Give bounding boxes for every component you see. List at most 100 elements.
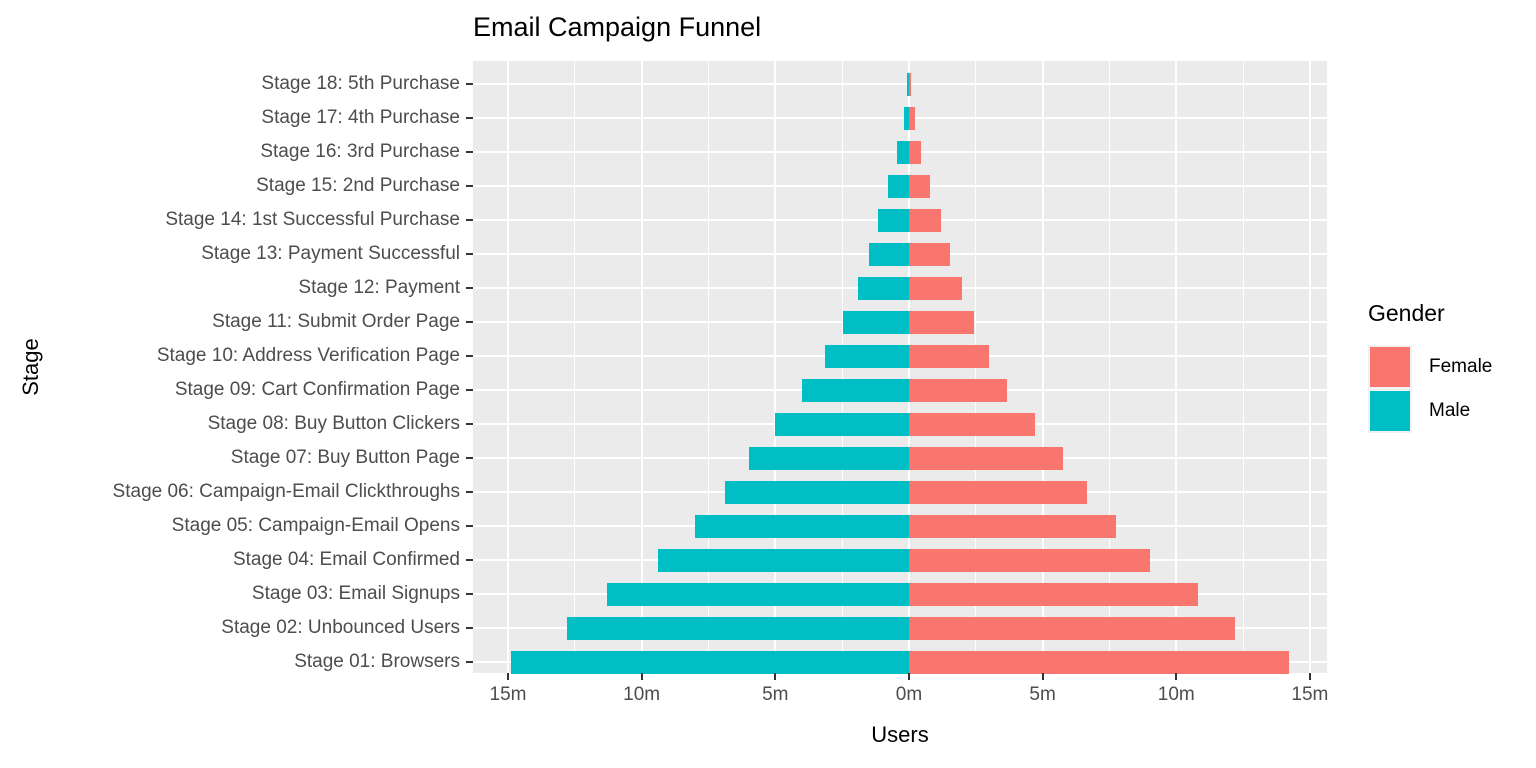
x-tick-label: 10m bbox=[623, 684, 661, 705]
y-tick-mark bbox=[466, 491, 473, 493]
x-tick-label: 5m bbox=[1029, 684, 1056, 705]
female-bar bbox=[908, 480, 1087, 504]
y-tick-label: Stage 12: Payment bbox=[298, 277, 460, 298]
y-tick-mark bbox=[466, 457, 473, 459]
x-tick-mark bbox=[774, 673, 777, 680]
male-bar bbox=[724, 480, 909, 504]
x-tick-mark bbox=[1308, 673, 1311, 680]
male-bar bbox=[775, 412, 909, 436]
y-tick-mark bbox=[466, 389, 473, 391]
legend-title: Gender bbox=[1368, 300, 1445, 326]
female-bar bbox=[908, 650, 1289, 674]
female-bar bbox=[908, 616, 1236, 640]
female-bar bbox=[908, 344, 990, 368]
x-tick-label: 15m bbox=[1291, 684, 1329, 705]
y-tick-mark bbox=[466, 83, 473, 85]
major-gridline bbox=[1175, 61, 1178, 673]
male-bar bbox=[824, 344, 909, 368]
y-tick-label: Stage 03: Email Signups bbox=[251, 583, 460, 604]
x-tick-label: 15m bbox=[489, 684, 527, 705]
female-bar bbox=[908, 582, 1198, 606]
major-gridline bbox=[1308, 61, 1311, 673]
y-tick-label: Stage 18: 5th Purchase bbox=[261, 73, 460, 94]
y-tick-label: Stage 16: 3rd Purchase bbox=[260, 141, 460, 162]
male-bar bbox=[858, 276, 909, 300]
y-tick-mark bbox=[466, 355, 473, 357]
female-bar bbox=[908, 242, 951, 266]
y-tick-label: Stage 02: Unbounced Users bbox=[221, 617, 460, 638]
major-gridline bbox=[774, 61, 777, 673]
y-tick-label: Stage 05: Campaign-Email Opens bbox=[171, 515, 460, 536]
male-swatch bbox=[1368, 389, 1412, 433]
row-gridline bbox=[473, 117, 1327, 119]
male-bar bbox=[802, 378, 909, 402]
legend-key-label: Female bbox=[1429, 356, 1493, 377]
x-tick-mark bbox=[640, 673, 643, 680]
female-bar bbox=[908, 72, 912, 96]
y-tick-mark bbox=[466, 253, 473, 255]
y-tick-label: Stage 08: Buy Button Clickers bbox=[207, 413, 460, 434]
female-bar bbox=[908, 446, 1063, 470]
minor-gridline bbox=[1242, 61, 1244, 673]
major-gridline bbox=[640, 61, 643, 673]
x-tick-mark bbox=[1041, 673, 1044, 680]
female-bar bbox=[908, 514, 1117, 538]
y-tick-mark bbox=[466, 287, 473, 289]
x-axis-title: Users bbox=[871, 722, 929, 747]
legend-key-label: Male bbox=[1429, 400, 1471, 421]
y-tick-mark bbox=[466, 185, 473, 187]
male-bar bbox=[748, 446, 909, 470]
plot-panel bbox=[473, 61, 1327, 674]
male-bar bbox=[843, 310, 909, 334]
y-tick-label: Stage 01: Browsers bbox=[294, 651, 460, 672]
minor-gridline bbox=[707, 61, 709, 673]
female-bar bbox=[908, 174, 930, 198]
x-tick-label: 5m bbox=[762, 684, 789, 705]
y-tick-mark bbox=[466, 151, 473, 153]
major-gridline bbox=[1041, 61, 1044, 673]
male-bar bbox=[510, 650, 909, 674]
male-bar bbox=[868, 242, 909, 266]
male-bar bbox=[888, 174, 909, 198]
y-tick-mark bbox=[466, 321, 473, 323]
x-tick-mark bbox=[907, 673, 910, 680]
male-bar bbox=[606, 582, 909, 606]
y-tick-label: Stage 11: Submit Order Page bbox=[212, 311, 460, 332]
y-tick-label: Stage 04: Email Confirmed bbox=[232, 549, 460, 570]
legend: Gender Female Male bbox=[1368, 300, 1492, 433]
female-bar bbox=[908, 310, 975, 334]
y-tick-mark bbox=[466, 627, 473, 629]
male-bar bbox=[657, 548, 909, 572]
x-tick-mark bbox=[507, 673, 509, 680]
x-tick-mark bbox=[1175, 673, 1178, 680]
legend-key: Male bbox=[1368, 389, 1492, 433]
female-bar bbox=[908, 140, 922, 164]
y-tick-label: Stage 13: Payment Successful bbox=[201, 243, 460, 264]
legend-keys: Female Male bbox=[1368, 345, 1492, 433]
female-bar bbox=[908, 106, 915, 130]
minor-gridline bbox=[1108, 61, 1110, 673]
male-bar bbox=[695, 514, 909, 538]
y-tick-label: Stage 10: Address Verification Page bbox=[156, 345, 460, 366]
y-tick-mark bbox=[466, 219, 473, 221]
male-bar bbox=[566, 616, 909, 640]
y-tick-label: Stage 06: Campaign-Email Clickthroughs bbox=[112, 481, 460, 502]
y-tick-mark bbox=[466, 525, 473, 527]
y-tick-label: Stage 14: 1st Successful Purchase bbox=[165, 209, 460, 230]
female-bar bbox=[908, 276, 963, 300]
x-tick-label: 10m bbox=[1157, 684, 1195, 705]
x-tick-label: 0m bbox=[895, 684, 923, 705]
row-gridline bbox=[473, 83, 1327, 85]
y-tick-mark bbox=[466, 423, 473, 425]
y-tick-label: Stage 17: 4th Purchase bbox=[261, 107, 460, 128]
male-bar bbox=[903, 106, 909, 130]
y-tick-label: Stage 09: Cart Confirmation Page bbox=[174, 379, 460, 400]
y-tick-mark bbox=[466, 593, 473, 595]
y-tick-mark bbox=[466, 117, 473, 119]
female-bar bbox=[908, 548, 1150, 572]
minor-gridline bbox=[574, 61, 576, 673]
female-bar bbox=[908, 412, 1035, 436]
y-tick-label: Stage 15: 2nd Purchase bbox=[256, 175, 460, 196]
male-bar bbox=[906, 72, 909, 96]
